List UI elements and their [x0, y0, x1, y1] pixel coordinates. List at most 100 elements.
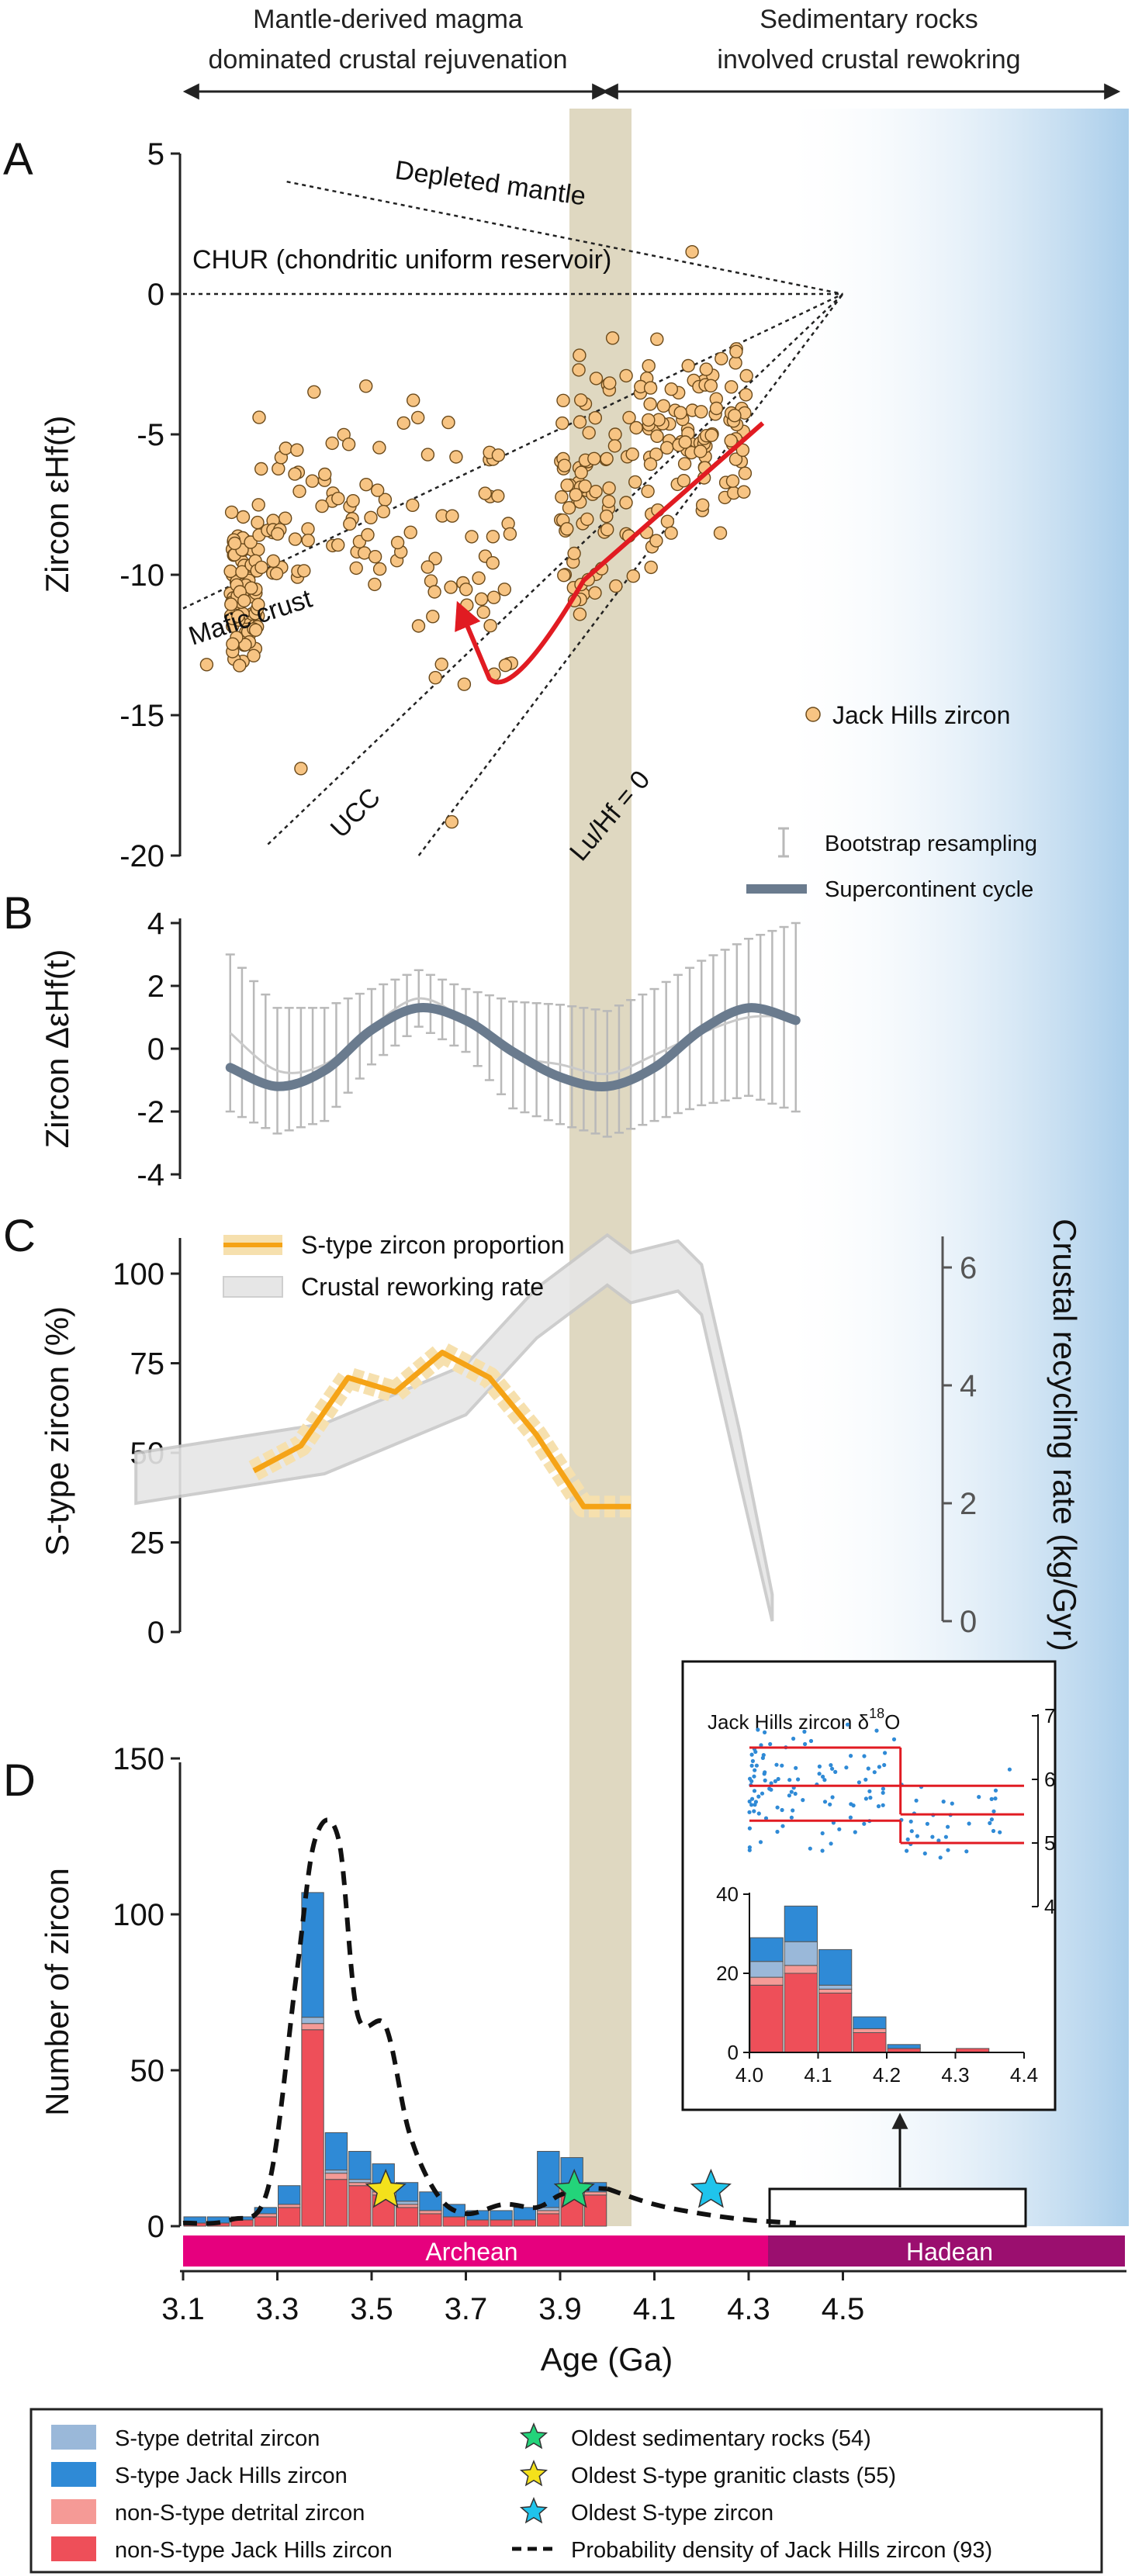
zircon-point — [728, 452, 743, 466]
d18o-point — [830, 1766, 835, 1771]
panel-c-label: C — [3, 1211, 36, 1261]
legend-bootstrap-label: Bootstrap resampling — [825, 832, 1037, 856]
reference-line — [182, 292, 844, 610]
zircon-point — [643, 381, 658, 395]
reference-line — [267, 293, 844, 845]
d18o-point — [820, 1848, 825, 1853]
y-tick-label: -4 — [137, 1158, 164, 1192]
x-tick-label: 3.1 — [161, 2292, 205, 2326]
zircon-point — [628, 475, 642, 489]
zircon-point — [704, 428, 718, 442]
zircon-point — [715, 351, 728, 366]
d18o-point — [881, 1803, 885, 1807]
zircon-point — [476, 605, 490, 619]
d18o-point — [866, 1766, 870, 1771]
y-tick-label: 4 — [960, 1369, 977, 1403]
y-tick-label: 0 — [960, 1605, 977, 1639]
zircon-point — [343, 517, 357, 531]
d18o-point — [874, 1728, 879, 1733]
inset-bar — [853, 2016, 887, 2029]
zircon-point — [341, 437, 356, 451]
y-tick-label: 100 — [112, 1898, 164, 1932]
d18o-point — [760, 1755, 766, 1760]
zircon-point — [372, 441, 386, 455]
zircon-point — [460, 598, 474, 612]
zircon-point — [346, 494, 360, 508]
d18o-point — [750, 1758, 756, 1763]
zircon-point — [251, 597, 265, 612]
zircon-point — [445, 509, 459, 523]
zircon-point — [472, 571, 486, 585]
d18o-point — [851, 1803, 856, 1808]
eon-archean-label: Archean — [425, 2238, 517, 2266]
zircon-point — [403, 525, 417, 539]
zircon-point — [677, 457, 692, 471]
zircon-point — [266, 554, 280, 568]
d18o-point — [822, 1778, 827, 1782]
zircon-point — [739, 388, 753, 402]
zircon-point — [411, 619, 426, 633]
histogram-bar — [301, 2023, 324, 2031]
zircon-point — [650, 332, 664, 346]
d18o-point — [946, 1848, 950, 1852]
zircon-point — [739, 368, 753, 383]
zircon-point — [288, 467, 302, 481]
x-tick-label: 4.1 — [633, 2292, 677, 2326]
d18o-point — [833, 1769, 838, 1774]
inset-ticks: 4.0 4.1 4.2 4.3 4.4 40 20 0 7 6 5 4 — [716, 1704, 1055, 2087]
zircon-point — [738, 466, 753, 480]
zircon-point — [607, 439, 622, 453]
zircon-point — [573, 607, 587, 621]
d18o-point — [862, 1821, 867, 1826]
inset-y-tick-right-label: 7 — [1044, 1704, 1055, 1727]
y-tick-label: 50 — [130, 2054, 165, 2088]
zircon-point — [643, 457, 658, 472]
legend-rework-swatch — [223, 1276, 283, 1298]
y-tick-label: 0 — [147, 1032, 164, 1067]
zircon-point — [420, 448, 435, 462]
crustal-reworking-band — [134, 1233, 774, 1622]
zircon-point — [573, 348, 587, 362]
zircon-point — [569, 488, 583, 502]
inset-title-o: O — [884, 1710, 900, 1734]
d18o-point — [867, 1789, 872, 1793]
panel-b-y-ticks: 4 2 0 -2 -4 — [137, 907, 180, 1192]
d18o-point — [803, 1741, 808, 1747]
zircon-point — [562, 501, 576, 515]
d18o-point — [845, 1722, 850, 1727]
legend-label: Oldest S-type zircon — [571, 2501, 773, 2526]
d18o-point — [943, 1834, 948, 1839]
histogram-bar — [442, 2216, 465, 2227]
zircon-point — [478, 486, 492, 500]
zircon-point — [664, 382, 678, 396]
star-marker — [519, 2460, 548, 2487]
d18o-point — [808, 1738, 814, 1744]
legend-bootstrap: Bootstrap resampling — [778, 827, 1037, 858]
d18o-point — [988, 1820, 992, 1825]
histogram-bar — [301, 2017, 324, 2024]
zircon-point — [503, 527, 517, 541]
zircon-point — [685, 245, 699, 259]
d18o-point — [905, 1848, 909, 1853]
zircon-point — [483, 619, 497, 633]
inset-bar — [749, 1961, 784, 1978]
zircon-point — [729, 344, 743, 358]
histogram-bar — [490, 2219, 513, 2227]
histogram-bar — [419, 2213, 442, 2227]
panel-d-y-ticks: 150 100 50 0 — [112, 1742, 180, 2244]
zircon-point — [292, 484, 306, 499]
inset-bar — [818, 1993, 853, 2053]
zircon-point — [247, 648, 261, 662]
zircon-point — [619, 368, 633, 383]
d18o-point — [780, 1763, 784, 1768]
zircon-point — [574, 393, 588, 407]
zircon-point — [368, 577, 382, 592]
header-left-line1: Mantle-derived magma — [253, 5, 523, 34]
inset-y-tick-label: 0 — [728, 2041, 739, 2064]
inset-x-tick-label: 4.3 — [941, 2063, 969, 2087]
d18o-point — [914, 1798, 919, 1803]
histogram-bar — [537, 2210, 560, 2215]
zircon-point — [269, 566, 284, 581]
d18o-point — [930, 1834, 935, 1839]
